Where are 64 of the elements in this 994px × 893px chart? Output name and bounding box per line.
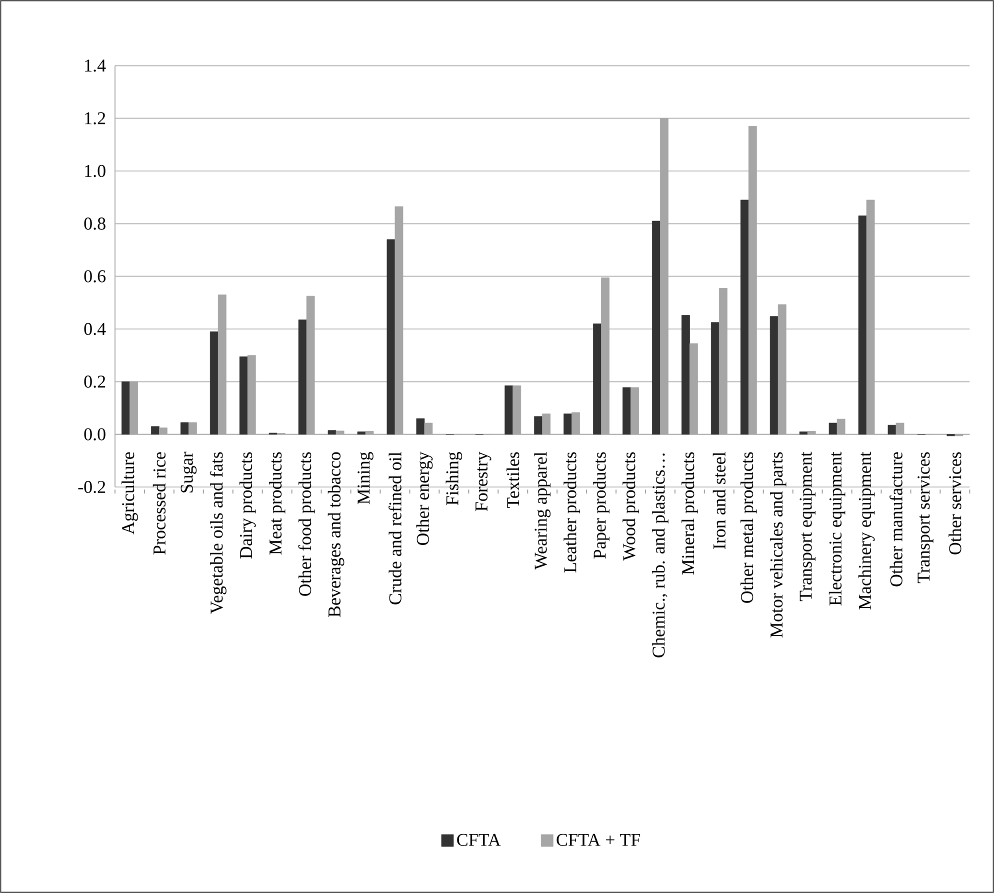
- x-tick-label: Other services: [948, 452, 962, 554]
- bar: [534, 416, 543, 435]
- x-tick-label: Other metal products: [740, 452, 757, 603]
- bar: [357, 432, 366, 435]
- bar: [239, 356, 248, 435]
- y-tick-label: -0.2: [78, 480, 106, 494]
- bar: [180, 422, 189, 435]
- x-tick-label: Vegetable oils and fats: [210, 452, 226, 614]
- bar: [622, 387, 631, 435]
- x-tick-label: Other energy: [416, 452, 433, 546]
- y-tick-label: 1.0: [85, 164, 106, 178]
- bar: [386, 239, 396, 435]
- x-tick-label: Agriculture: [122, 452, 138, 534]
- x-tick-label: Leather products: [564, 452, 580, 573]
- bar: [416, 418, 425, 435]
- bar: [682, 315, 690, 435]
- bar: [858, 216, 867, 435]
- bar: [328, 430, 336, 435]
- y-tick-label: 1.4: [85, 60, 106, 72]
- x-tick-label: Other food products: [298, 452, 315, 596]
- x-tick-label: Mining: [358, 452, 374, 504]
- x-tick-label: Chemic., rub. and plastics…: [652, 454, 668, 658]
- x-tick-label: Processed rice: [152, 452, 166, 555]
- bar: [888, 424, 896, 435]
- bar: [151, 426, 160, 435]
- bar: [770, 316, 778, 435]
- x-tick-label: Wearing apparel: [534, 452, 551, 570]
- legend-label: CFTA: [457, 834, 501, 846]
- bar: [210, 331, 218, 435]
- x-tick-label: Transport services: [918, 452, 934, 584]
- y-tick-label: 1.2: [85, 112, 106, 124]
- x-tick-label: Textiles: [506, 452, 520, 508]
- x-tick-label: Beverages and tobacco: [328, 452, 344, 618]
- bar: [122, 381, 130, 435]
- x-tick-label: Fishing: [446, 452, 462, 506]
- y-tick-label: 0.4: [84, 322, 106, 336]
- y-tick-label: 0.6: [84, 270, 106, 282]
- x-tick-label: Crude and refined oil: [388, 452, 402, 604]
- bar: [504, 385, 514, 435]
- y-tick-label: 0.0: [84, 428, 106, 440]
- x-tick-label: Sugar: [180, 452, 197, 492]
- x-tick-label: Iron and steel: [712, 452, 726, 549]
- x-tick-label: Forestry: [476, 452, 492, 512]
- legend-label: CFTA + TF: [556, 834, 640, 846]
- bar: [298, 320, 307, 435]
- x-tick-label: Motor vehicales and parts: [770, 452, 786, 638]
- bar: [828, 422, 838, 435]
- bar: [652, 220, 660, 435]
- bar: [564, 414, 572, 435]
- x-tick-label: Electronic equipment: [828, 452, 846, 606]
- x-tick-label: Mineral products: [682, 452, 698, 575]
- bar: [710, 322, 720, 435]
- x-tick-label: Wood products: [622, 452, 639, 561]
- x-tick-label: Machinery equipment: [858, 452, 875, 610]
- bar: [799, 432, 808, 435]
- x-tick-label: Meat products: [268, 452, 286, 555]
- y-tick-label: 0.8: [84, 218, 106, 230]
- x-tick-label: Transport equipment: [800, 452, 816, 602]
- bar: [740, 200, 749, 435]
- x-tick-label: Other manufacture: [890, 452, 902, 586]
- y-tick-label: 0.2: [84, 376, 106, 388]
- x-tick-label: Paper products: [593, 452, 610, 559]
- bar: [593, 324, 602, 435]
- x-tick-label: Dairy products: [239, 452, 256, 559]
